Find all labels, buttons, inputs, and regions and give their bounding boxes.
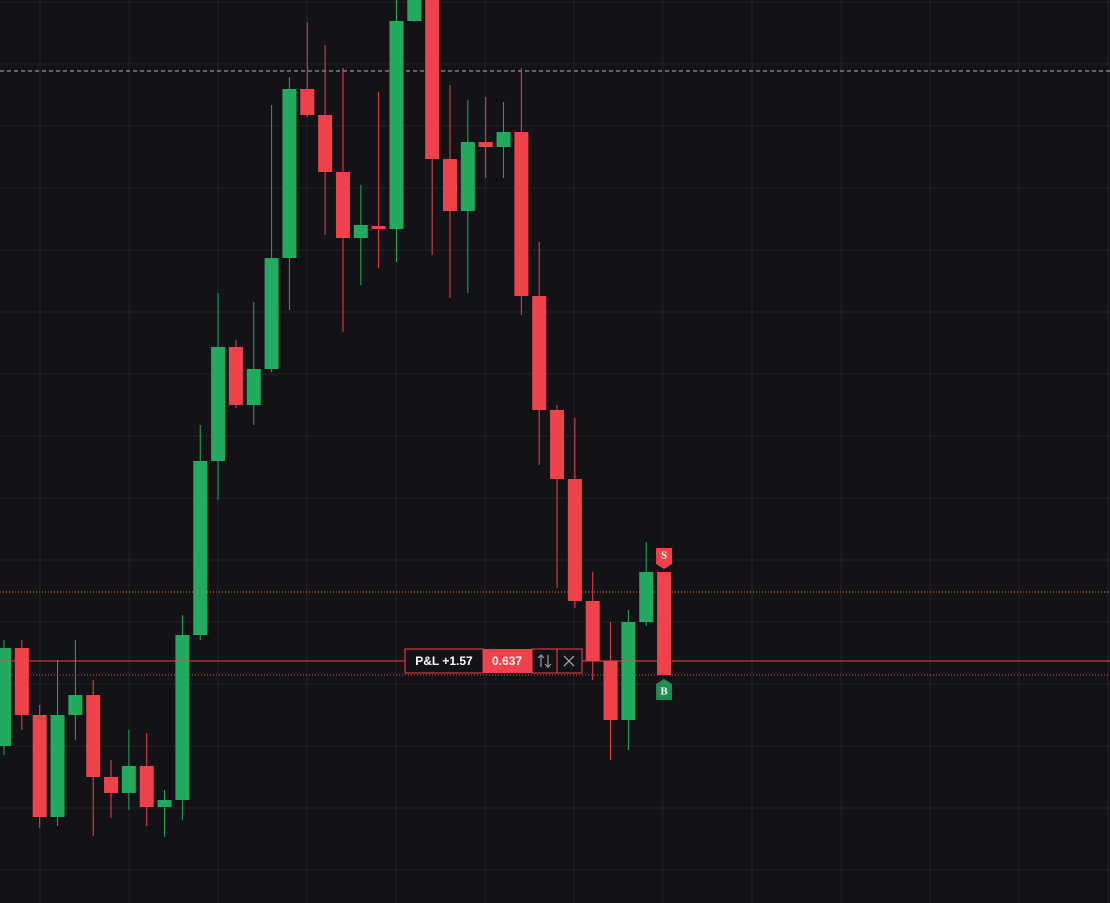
candle-body [228, 347, 243, 405]
candle-body [550, 410, 565, 479]
candle-body [175, 635, 190, 800]
candle-body [514, 132, 529, 296]
candle-body [86, 695, 101, 777]
candle-body [318, 115, 333, 172]
candle-body [211, 347, 226, 461]
candle-body [460, 142, 475, 211]
candle-body [478, 142, 493, 147]
candle-body [68, 695, 83, 715]
candle-body [264, 258, 279, 369]
candle-body [193, 461, 208, 635]
reverse-button[interactable] [531, 648, 558, 674]
candle-body [639, 572, 654, 622]
candle-body [50, 715, 65, 817]
candle-body [371, 226, 386, 229]
candle-body [657, 572, 672, 675]
marker-label: B [660, 686, 668, 698]
candle-body [121, 766, 136, 793]
buy-marker [656, 679, 673, 700]
candle-body [389, 21, 404, 229]
candle-body [603, 661, 618, 720]
candle-body [139, 766, 154, 807]
candle-body [407, 0, 422, 21]
candle-body [282, 89, 297, 258]
marker-label: S [661, 550, 667, 562]
candle-body [0, 648, 11, 746]
candle-body [496, 132, 511, 147]
close-icon [563, 655, 575, 667]
candle-body [425, 0, 440, 159]
reverse-icon [537, 654, 552, 668]
order-pnl-box [404, 648, 484, 674]
order-price: 0.637 [492, 654, 522, 668]
candle-body [353, 225, 368, 238]
candle-body [335, 172, 350, 238]
order-pnl: P&L +1.57 [415, 654, 473, 668]
candle-body [32, 715, 47, 817]
candle-body [621, 622, 636, 720]
candle-body [246, 369, 261, 405]
candle-body [532, 296, 547, 410]
candle-body [300, 89, 315, 115]
candle-body [14, 648, 29, 715]
candle-body [104, 777, 119, 793]
candle-body [157, 800, 172, 807]
sell-marker [656, 548, 673, 569]
candle-body [585, 601, 600, 661]
order-price-box [483, 649, 532, 673]
candle-body [443, 159, 457, 211]
candle-body [567, 479, 582, 601]
